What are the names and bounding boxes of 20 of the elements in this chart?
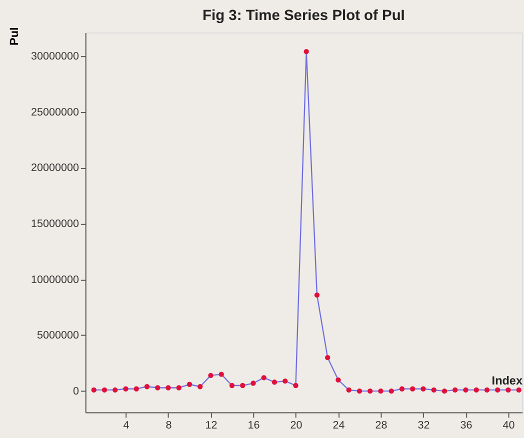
x-tick-label: 12 — [205, 420, 218, 432]
x-tick-label: 36 — [460, 420, 472, 432]
y-tick-label: 0 — [72, 386, 79, 398]
y-tick-label: 30000000 — [31, 50, 79, 62]
y-tick-label: 20000000 — [31, 162, 79, 174]
x-tick-label: 28 — [375, 420, 388, 432]
chart-title: Fig 3: Time Series Plot of PuI — [202, 8, 405, 24]
y-tick-label: 25000000 — [31, 106, 79, 118]
x-tick-label: 24 — [332, 420, 345, 432]
x-tick-label: 16 — [248, 420, 260, 432]
x-tick-label: 32 — [418, 420, 430, 432]
y-tick-label: 5000000 — [37, 330, 79, 342]
x-axis-title: Index — [492, 374, 523, 388]
x-tick-label: 40 — [502, 420, 515, 432]
x-tick-label: 8 — [166, 420, 172, 432]
y-axis-title: PuI — [8, 27, 22, 46]
y-tick-label: 10000000 — [31, 274, 79, 286]
y-tick-label: 15000000 — [31, 218, 79, 230]
x-tick-label: 20 — [290, 420, 302, 432]
x-tick-label: 4 — [123, 420, 130, 432]
